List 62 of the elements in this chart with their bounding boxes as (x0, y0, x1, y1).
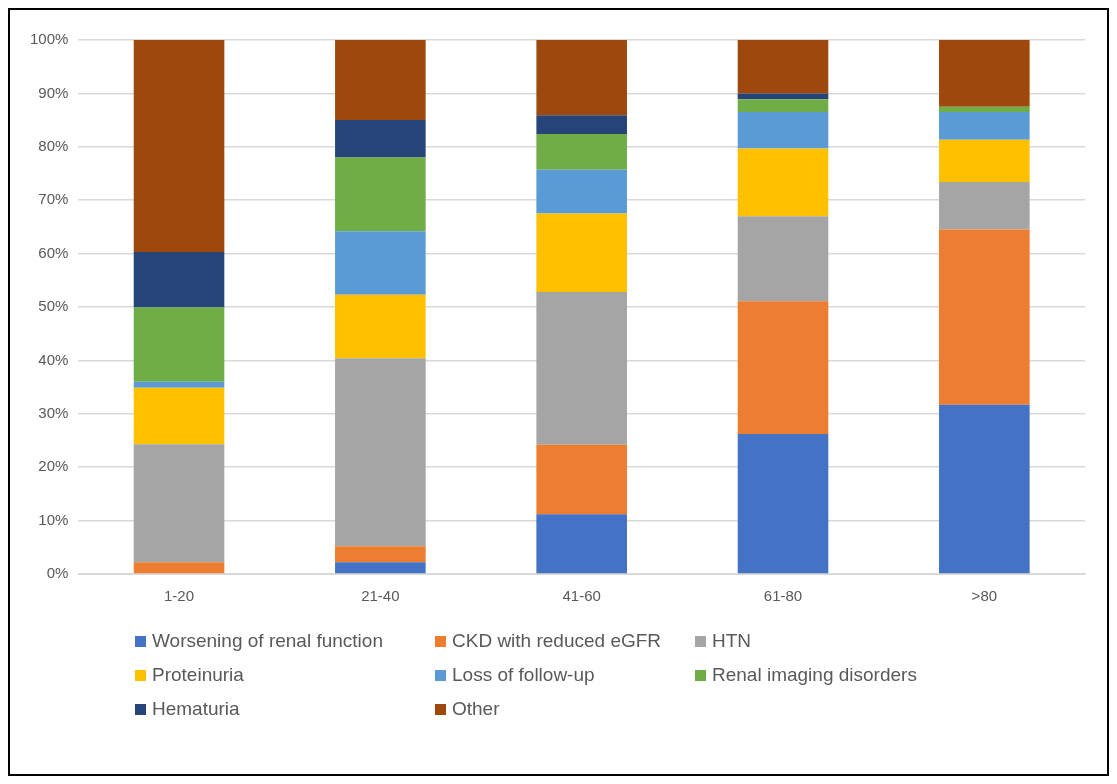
legend-label: Worsening of renal function (152, 630, 383, 652)
bar (536, 514, 627, 574)
bar (335, 157, 426, 232)
y-tick-label: 10% (38, 510, 69, 528)
bar (737, 216, 829, 302)
bar (133, 252, 225, 308)
bar (737, 301, 829, 435)
bar (335, 294, 426, 359)
bar (133, 307, 225, 382)
y-tick-label: 50% (38, 297, 69, 315)
bar (737, 40, 829, 94)
bar (335, 546, 426, 563)
legend-label: Proteinuria (152, 664, 244, 686)
bar (737, 434, 829, 574)
x-tick-label: 21-40 (361, 587, 400, 605)
bar (536, 40, 627, 116)
x-tick-label: 1-20 (164, 587, 195, 605)
legend-label: Hematuria (152, 698, 240, 720)
bar (737, 93, 829, 100)
bar (939, 112, 1030, 140)
x-tick-label: 61-80 (763, 587, 803, 605)
bar (335, 358, 426, 547)
bar (133, 387, 225, 445)
bar (536, 444, 627, 515)
legend-label: Other (452, 698, 500, 720)
bar (335, 120, 426, 158)
y-tick-label: 70% (38, 190, 69, 208)
bar (939, 106, 1030, 113)
bar (335, 40, 426, 121)
x-tick-label: 41-60 (562, 587, 601, 605)
bar (133, 444, 225, 563)
bar (335, 231, 426, 295)
legend-label: Renal imaging disorders (712, 664, 917, 686)
bar (737, 148, 829, 217)
bar (939, 139, 1030, 183)
bar (939, 229, 1030, 405)
bar (939, 40, 1030, 107)
x-tick-label: >80 (971, 587, 998, 605)
bar (536, 115, 627, 134)
bar (133, 40, 225, 252)
bar (536, 169, 627, 214)
legend-label: HTN (712, 630, 752, 652)
bar (133, 381, 225, 388)
bar (737, 99, 829, 113)
y-tick-label: 20% (38, 457, 69, 475)
bar (335, 562, 426, 574)
y-tick-label: 30% (38, 403, 69, 421)
y-tick-label: 0% (46, 564, 69, 582)
legend-label: Loss of follow-up (452, 664, 595, 686)
bar (939, 404, 1030, 574)
y-tick-label: 60% (38, 243, 69, 261)
bar (939, 182, 1030, 230)
bar (536, 292, 627, 445)
bar (737, 112, 829, 149)
y-tick-label: 100% (29, 30, 69, 48)
y-tick-label: 90% (38, 83, 69, 101)
bar (133, 562, 225, 574)
y-tick-label: 40% (38, 350, 69, 368)
y-tick-label: 80% (38, 136, 69, 154)
bar (536, 213, 627, 293)
bar (536, 133, 627, 170)
legend-label: CKD with reduced eGFR (452, 630, 662, 652)
